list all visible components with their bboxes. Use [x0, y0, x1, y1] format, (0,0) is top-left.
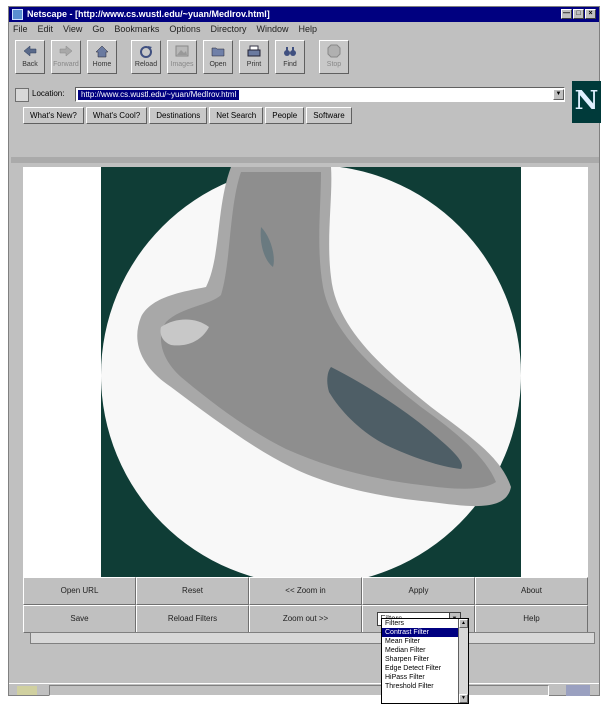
open-url-button[interactable]: Open URL — [23, 577, 136, 605]
title-bar: Netscape - [http://www.cs.wustl.edu/~yua… — [9, 7, 599, 22]
maximize-button[interactable]: □ — [573, 9, 584, 19]
netscape-app-icon — [12, 9, 23, 20]
filter-option[interactable]: Filters — [385, 620, 405, 627]
menu-bar: File Edit View Go Bookmarks Options Dire… — [9, 22, 599, 36]
close-button[interactable]: × — [585, 9, 596, 19]
minimize-button[interactable]: — — [561, 9, 572, 19]
content-top-bar — [11, 157, 599, 163]
window-controls: — □ × — [561, 9, 596, 19]
page-content: Open URL Reset << Zoom in Apply About Sa… — [11, 157, 599, 633]
filter-option[interactable]: Edge Detect Filter — [385, 665, 442, 672]
window-title: Netscape - [http://www.cs.wustl.edu/~yua… — [27, 9, 270, 19]
open-folder-icon — [211, 44, 225, 58]
filter-option[interactable]: Median Filter — [385, 647, 426, 654]
net-search-button[interactable]: Net Search — [209, 107, 264, 124]
stop-button[interactable]: Stop — [319, 40, 349, 74]
find-button[interactable]: Find — [275, 40, 305, 74]
reload-filters-button[interactable]: Reload Filters — [136, 605, 249, 633]
location-row: Location: http://www.cs.wustl.edu/~yuan/… — [15, 87, 575, 103]
scroll-up-icon[interactable]: ▲ — [459, 619, 468, 628]
binoculars-icon — [283, 44, 297, 58]
menu-window[interactable]: Window — [256, 24, 289, 34]
menu-view[interactable]: View — [63, 24, 83, 34]
dropdown-scrollbar[interactable]: ▲ ▼ — [458, 619, 468, 703]
filter-option-selected[interactable]: Contrast Filter — [382, 628, 458, 637]
help-button[interactable]: Help — [475, 605, 588, 633]
images-icon — [175, 44, 189, 58]
directory-buttons: What's New? What's Cool? Destinations Ne… — [23, 107, 352, 124]
back-arrow-icon — [23, 44, 37, 58]
back-button[interactable]: Back — [15, 40, 45, 74]
location-label: Location: — [32, 89, 65, 98]
bookmark-link-icon[interactable] — [15, 88, 29, 102]
apply-button[interactable]: Apply — [362, 577, 475, 605]
people-button[interactable]: People — [265, 107, 305, 124]
applet-area — [23, 167, 588, 577]
printer-icon — [247, 44, 261, 58]
menu-directory[interactable]: Directory — [210, 24, 247, 34]
about-button[interactable]: About — [475, 577, 588, 605]
filter-option[interactable]: Threshold Filter — [385, 683, 434, 690]
status-bar — [9, 683, 599, 697]
reload-button[interactable]: Reload — [131, 40, 161, 74]
netscape-logo: N — [572, 81, 601, 123]
whats-new-button[interactable]: What's New? — [23, 107, 84, 124]
location-input[interactable]: http://www.cs.wustl.edu/~yuan/MedIrov.ht… — [75, 87, 565, 102]
images-button[interactable]: Images — [167, 40, 197, 74]
menu-bookmarks[interactable]: Bookmarks — [114, 24, 160, 34]
home-icon — [95, 44, 109, 58]
zoom-out-button[interactable]: Zoom out >> — [249, 605, 362, 633]
filter-option[interactable]: Mean Filter — [385, 638, 421, 645]
home-button[interactable]: Home — [87, 40, 117, 74]
status-text — [49, 685, 549, 696]
filter-option[interactable]: Sharpen Filter — [385, 656, 429, 663]
applet-button-grid: Open URL Reset << Zoom in Apply About Sa… — [23, 577, 588, 633]
location-url: http://www.cs.wustl.edu/~yuan/MedIrov.ht… — [78, 90, 240, 100]
menu-options[interactable]: Options — [169, 24, 201, 34]
forward-arrow-icon — [59, 44, 73, 58]
chevron-down-icon[interactable]: ▼ — [553, 89, 564, 100]
reset-button[interactable]: Reset — [136, 577, 249, 605]
reload-icon — [139, 44, 153, 58]
xray-image-canvas[interactable] — [101, 167, 521, 577]
filter-dropdown-list: Filters Contrast Filter Mean Filter Medi… — [381, 618, 469, 704]
filter-option[interactable]: HiPass Filter — [385, 674, 425, 681]
mail-icon[interactable] — [566, 685, 590, 696]
menu-file[interactable]: File — [13, 24, 28, 34]
stop-icon — [327, 44, 341, 58]
software-button[interactable]: Software — [306, 107, 352, 124]
save-button[interactable]: Save — [23, 605, 136, 633]
navigation-toolbar: Back Forward Home Reload Images Open Pri… — [15, 40, 355, 80]
scroll-down-icon[interactable]: ▼ — [459, 694, 468, 703]
open-button[interactable]: Open — [203, 40, 233, 74]
forward-button[interactable]: Forward — [51, 40, 81, 74]
menu-help[interactable]: Help — [298, 24, 317, 34]
security-key-icon — [17, 686, 37, 695]
menu-go[interactable]: Go — [92, 24, 105, 34]
zoom-in-button[interactable]: << Zoom in — [249, 577, 362, 605]
menu-edit[interactable]: Edit — [37, 24, 54, 34]
whats-cool-button[interactable]: What's Cool? — [85, 107, 148, 124]
print-button[interactable]: Print — [239, 40, 269, 74]
destinations-button[interactable]: Destinations — [149, 107, 208, 124]
browser-window: Netscape - [http://www.cs.wustl.edu/~yua… — [8, 6, 601, 697]
horizontal-scrollbar[interactable] — [30, 632, 595, 644]
